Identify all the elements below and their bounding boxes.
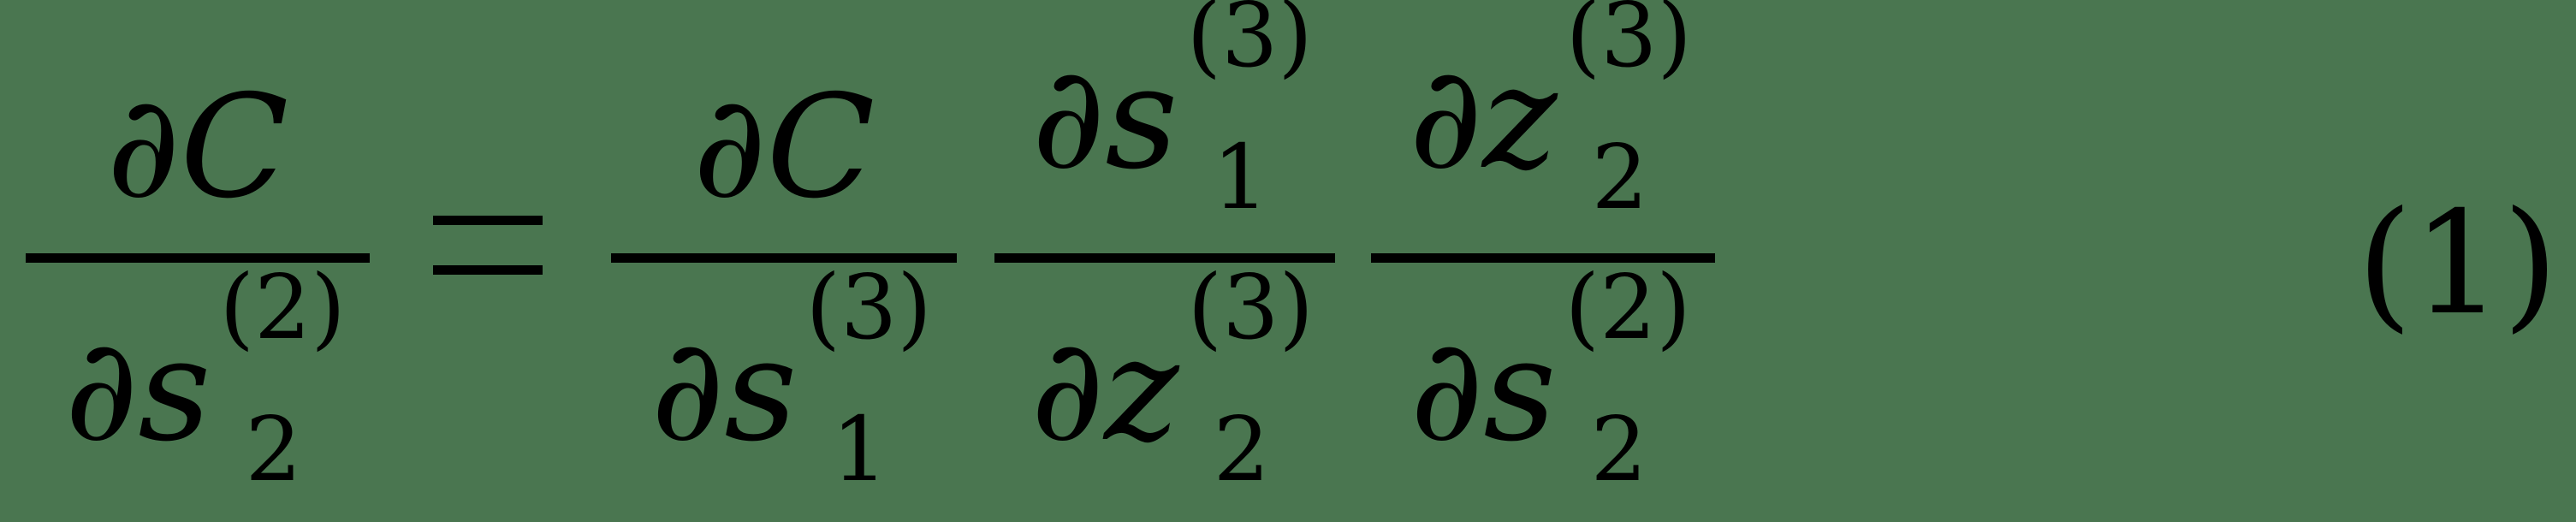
rhs-fraction-1-denominator-sup: (3) [805,255,932,359]
rhs-fraction-2-denominator-base: ∂z [1030,308,1179,473]
rhs-fraction-1-bar [611,253,957,263]
rhs-fraction-1-numerator-text: ∂C [692,65,875,230]
equals-line-top [433,216,543,225]
rhs-fraction-2-numerator: ∂s (3) 1 [994,0,1335,222]
rhs-fraction-2-denominator-sup: (3) [1187,255,1314,359]
lhs-fraction-bar [26,253,370,263]
rhs-fraction-3-numerator-base: ∂z [1409,36,1558,201]
rhs-fraction-3-numerator-scripts: (3) 2 [1558,0,1692,222]
rhs-fraction-1-numerator: ∂C [611,77,957,219]
lhs-denominator: ∂s (2) 2 [26,263,370,494]
equation-number: (1) [2357,181,2559,347]
rhs-fraction-1-denominator-sub: 1 [831,397,888,501]
rhs-fraction-3: ∂z (3) 2 ∂s (2) 2 [1371,0,1715,522]
rhs-fraction-3-denominator-base: ∂s [1410,308,1557,473]
rhs-fraction-2-denominator-scripts: (3) 2 [1179,263,1314,494]
lhs-fraction: ∂C ∂s (2) 2 [26,0,370,522]
rhs-fraction-3-denominator-sub: 2 [1590,397,1647,501]
rhs-fraction-3-numerator-sup: (3) [1565,0,1692,87]
rhs-fraction-2-denominator: ∂z (3) 2 [994,263,1335,494]
rhs-fraction-2-numerator-sub: 1 [1212,125,1269,229]
rhs-fraction-1: ∂C ∂s (3) 1 [611,0,957,522]
lhs-denominator-sup: (2) [219,255,346,359]
lhs-numerator: ∂C [26,77,370,219]
rhs-fraction-1-denominator-base: ∂s [650,308,798,473]
rhs-fraction-2-denominator-sub: 2 [1213,397,1270,501]
equals-sign [433,216,543,276]
rhs-fraction-3-denominator-scripts: (2) 2 [1557,263,1691,494]
lhs-denominator-scripts: (2) 2 [211,263,346,494]
lhs-denominator-sub: 2 [245,397,302,501]
rhs-fraction-3-numerator-sub: 2 [1591,125,1648,229]
rhs-fraction-3-denominator-sup: (2) [1564,255,1691,359]
rhs-fraction-1-denominator-scripts: (3) 1 [798,263,932,494]
lhs-denominator-base: ∂s [64,308,211,473]
rhs-fraction-2-numerator-base: ∂s [1031,36,1178,201]
rhs-fraction-2-numerator-sup: (3) [1186,0,1313,87]
lhs-numerator-text: ∂C [106,65,289,230]
rhs-fraction-3-bar [1371,253,1715,263]
rhs-fraction-3-numerator: ∂z (3) 2 [1371,0,1715,222]
rhs-fraction-3-denominator: ∂s (2) 2 [1371,263,1715,494]
rhs-fraction-2: ∂s (3) 1 ∂z (3) 2 [994,0,1335,522]
rhs-fraction-2-bar [994,253,1335,263]
rhs-fraction-1-denominator: ∂s (3) 1 [611,263,957,494]
equals-line-bottom [433,265,543,275]
rhs-fraction-2-numerator-scripts: (3) 1 [1178,0,1313,222]
